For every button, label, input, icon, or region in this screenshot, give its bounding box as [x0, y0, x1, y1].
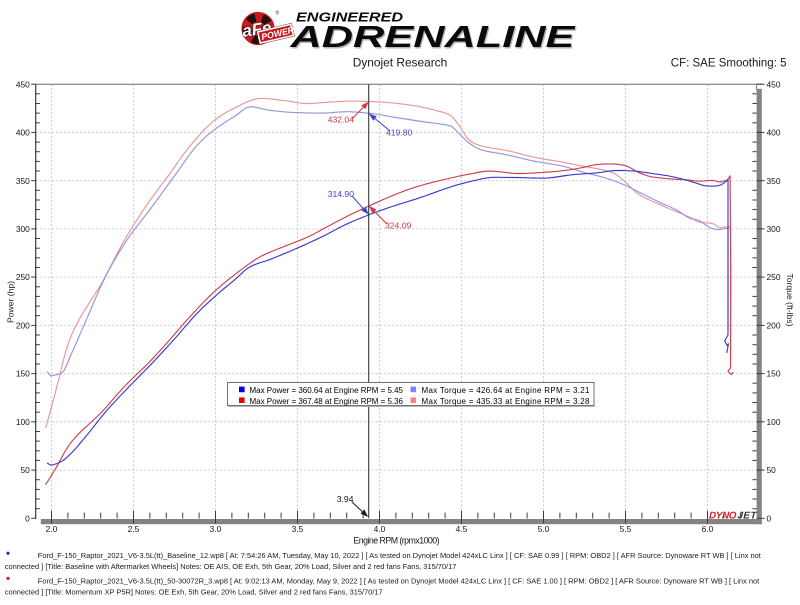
- svg-text:250: 250: [16, 272, 30, 282]
- svg-text:CF: SAE Smoothing: 5: CF: SAE Smoothing: 5: [671, 57, 787, 69]
- svg-text:450: 450: [767, 79, 781, 89]
- svg-text:connected ] [Title: Baseline w: connected ] [Title: Baseline with Afterm…: [5, 562, 457, 571]
- svg-text:432.04: 432.04: [328, 115, 355, 125]
- svg-text:350: 350: [767, 176, 781, 186]
- svg-text:Engine RPM (rpmx1000): Engine RPM (rpmx1000): [353, 536, 439, 546]
- svg-text:3.0: 3.0: [210, 524, 222, 534]
- svg-text:Max Power = 360.64 at Engine R: Max Power = 360.64 at Engine RPM = 5.45: [250, 386, 404, 395]
- svg-text:0: 0: [25, 513, 30, 523]
- svg-text:Max Power = 367.48 at Engine R: Max Power = 367.48 at Engine RPM = 5.36: [250, 397, 404, 406]
- svg-text:200: 200: [16, 321, 30, 331]
- svg-text:Ford_F-150_Raptor_2021_V6-3.5L: Ford_F-150_Raptor_2021_V6-3.5L(tt)_Basel…: [38, 551, 762, 560]
- svg-text:6.0: 6.0: [702, 524, 714, 534]
- svg-text:Max Torque = 435.33 at Engine: Max Torque = 435.33 at Engine RPM = 3.28: [422, 397, 591, 406]
- svg-text:150: 150: [16, 369, 30, 379]
- svg-text:450: 450: [16, 79, 30, 89]
- svg-text:DYNO: DYNO: [709, 511, 738, 522]
- svg-text:200: 200: [767, 321, 781, 331]
- svg-text:50: 50: [767, 465, 777, 475]
- svg-text:3.5: 3.5: [292, 524, 304, 534]
- svg-text:ADRENALINE: ADRENALINE: [289, 19, 576, 54]
- svg-text:300: 300: [767, 224, 781, 234]
- svg-text:Power (hp): Power (hp): [6, 281, 16, 323]
- svg-text:Ford_F-150_Raptor_2021_V6-3.5L: Ford_F-150_Raptor_2021_V6-3.5L(tt)_50-30…: [38, 576, 760, 585]
- svg-text:400: 400: [16, 128, 30, 138]
- svg-text:400: 400: [767, 128, 781, 138]
- svg-text:Max Torque = 426.64 at Engine: Max Torque = 426.64 at Engine RPM = 3.21: [422, 386, 591, 395]
- svg-text:300: 300: [16, 224, 30, 234]
- svg-text:314.90: 314.90: [328, 189, 355, 199]
- svg-text:0: 0: [767, 513, 772, 523]
- svg-text:connected ] [Title: Momentum X: connected ] [Title: Momentum XP P5R] Not…: [5, 587, 383, 596]
- svg-text:50: 50: [20, 465, 30, 475]
- svg-text:4.5: 4.5: [456, 524, 468, 534]
- svg-text:324.09: 324.09: [385, 221, 412, 231]
- svg-text:Torque (ft-lbs): Torque (ft-lbs): [785, 273, 795, 326]
- svg-text:®: ®: [276, 10, 280, 17]
- svg-text:150: 150: [767, 369, 781, 379]
- svg-text:5.0: 5.0: [538, 524, 550, 534]
- svg-text:2.5: 2.5: [128, 524, 140, 534]
- svg-text:250: 250: [767, 272, 781, 282]
- svg-text:2.0: 2.0: [46, 524, 58, 534]
- svg-text:JET: JET: [737, 511, 758, 522]
- svg-text:Dynojet Research: Dynojet Research: [353, 55, 448, 69]
- svg-text:3.94: 3.94: [337, 494, 354, 504]
- svg-text:4.0: 4.0: [374, 524, 386, 534]
- svg-text:ENGINEERED: ENGINEERED: [296, 11, 404, 25]
- svg-text:350: 350: [16, 176, 30, 186]
- svg-text:100: 100: [767, 417, 781, 427]
- svg-text:419.80: 419.80: [386, 127, 413, 137]
- svg-text:100: 100: [16, 417, 30, 427]
- svg-text:ADRENALINE: ADRENALINE: [291, 20, 578, 55]
- svg-text:5.5: 5.5: [620, 524, 632, 534]
